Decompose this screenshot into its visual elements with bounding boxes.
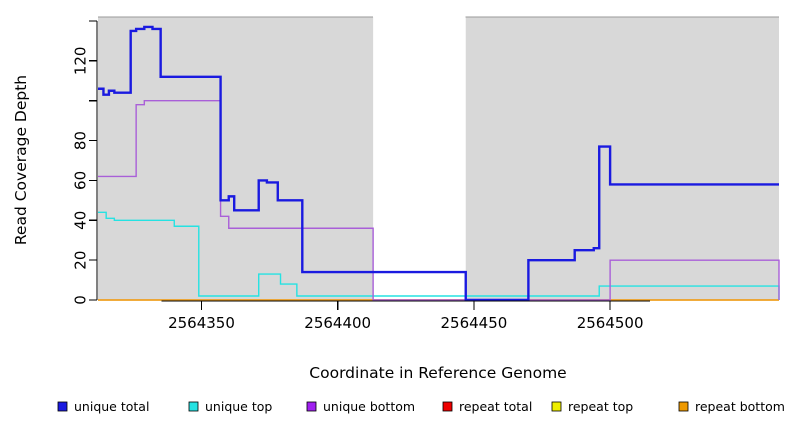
legend: unique total unique top unique bottom repea… bbox=[57, 399, 785, 414]
y-tick-label: 40 bbox=[71, 211, 89, 230]
legend-label-unique-bottom: unique bottom bbox=[323, 399, 415, 414]
legend-swatch-unique-total bbox=[57, 401, 68, 412]
legend-swatch-unique-top bbox=[188, 401, 199, 412]
series-group bbox=[98, 25, 780, 302]
legend-swatch-unique-bottom bbox=[306, 401, 317, 412]
x-tick-label: 2564350 bbox=[168, 314, 235, 332]
x-tick-label: 2564400 bbox=[304, 314, 371, 332]
legend-label-repeat-top: repeat top bbox=[568, 399, 633, 414]
y-axis: 0 20 40 60 80 120 bbox=[71, 20, 98, 305]
y-tick-label: 120 bbox=[71, 47, 89, 76]
shaded-region bbox=[98, 17, 374, 300]
legend-label-unique-top: unique top bbox=[205, 399, 272, 414]
y-axis-title: Read Coverage Depth bbox=[12, 75, 30, 245]
shaded-region bbox=[465, 17, 779, 300]
series-unique-total bbox=[98, 25, 779, 302]
x-axis-title: Coordinate in Reference Genome bbox=[309, 364, 566, 382]
x-axis: 2564350 2564400 2564450 2564500 bbox=[161, 300, 651, 332]
y-tick-label: 20 bbox=[71, 251, 89, 270]
legend-label-repeat-total: repeat total bbox=[459, 399, 532, 414]
legend-swatch-repeat-total bbox=[442, 401, 453, 412]
legend-swatch-repeat-top bbox=[551, 401, 562, 412]
x-tick-label: 2564500 bbox=[577, 314, 644, 332]
x-tick-label: 2564450 bbox=[441, 314, 508, 332]
shaded-panel-regions bbox=[98, 17, 779, 300]
legend-swatch-repeat-bottom bbox=[678, 401, 689, 412]
series-unique-top bbox=[98, 211, 780, 300]
legend-label-unique-total: unique total bbox=[74, 399, 149, 414]
y-tick-label: 0 bbox=[71, 295, 89, 305]
y-tick-label: 60 bbox=[71, 171, 89, 190]
y-tick-label: 80 bbox=[71, 131, 89, 150]
legend-label-repeat-bottom: repeat bottom bbox=[695, 399, 785, 414]
series-unique-bottom bbox=[98, 100, 780, 301]
